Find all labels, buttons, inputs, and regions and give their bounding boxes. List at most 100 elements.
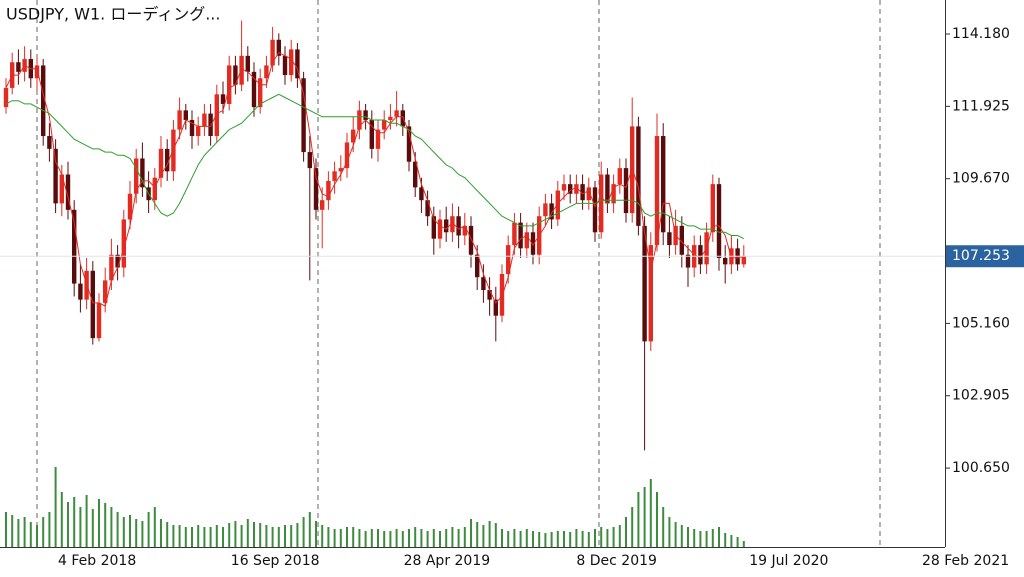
candle-body — [642, 225, 647, 342]
volume-bar — [209, 527, 212, 547]
candle-body — [654, 136, 660, 246]
plot-area — [0, 20, 945, 547]
candle-body — [481, 277, 486, 291]
volume-bar — [395, 529, 398, 547]
candle-body — [307, 152, 312, 169]
volume-bar — [352, 527, 355, 547]
volume-bar — [339, 529, 342, 547]
candle-body — [437, 219, 443, 239]
volume-bar — [178, 525, 181, 547]
candle-body — [394, 110, 399, 117]
candle-body — [611, 184, 616, 204]
candle-body — [177, 110, 182, 130]
candle-body — [369, 119, 374, 149]
volume-bar — [265, 525, 268, 547]
volume-bar — [104, 503, 107, 547]
volume-bar — [73, 497, 76, 547]
moving-average-line — [5, 93, 745, 240]
volume-bar — [618, 525, 621, 547]
volume-bar — [259, 523, 262, 547]
candle-body — [549, 203, 554, 220]
chart-title: USDJPY, W1. ローディング... — [6, 5, 220, 24]
volume-bar — [649, 479, 652, 547]
candle-body — [561, 184, 567, 191]
candle-body — [351, 129, 356, 143]
candle-body — [171, 129, 176, 172]
volume-bar — [470, 519, 472, 547]
volume-bar — [23, 517, 26, 547]
volume-bar — [17, 519, 20, 547]
volume-bar — [271, 527, 274, 547]
candle-body — [109, 254, 114, 281]
volume-bar — [246, 519, 249, 547]
candle-body — [276, 39, 281, 56]
candle-body — [53, 148, 58, 204]
volume-bar — [724, 533, 727, 547]
candle-body — [648, 245, 653, 342]
volume-bar — [525, 529, 528, 547]
volume-bar — [333, 529, 336, 547]
volume-bar — [277, 527, 280, 547]
candle-body — [301, 78, 306, 153]
volume-bar — [426, 531, 429, 547]
volume-bar — [488, 521, 491, 547]
candle-body — [332, 171, 337, 181]
volume-bar — [302, 517, 305, 547]
volume-bar — [631, 507, 634, 547]
volume-bar — [67, 502, 69, 547]
volume-bar — [575, 529, 578, 547]
volume-bar — [29, 522, 32, 547]
candle-body — [121, 219, 126, 268]
candle-body — [382, 119, 387, 130]
candle-body — [543, 203, 548, 217]
candle-body — [220, 94, 226, 104]
volume-bar — [228, 523, 231, 547]
volume-bar — [172, 525, 175, 547]
candle-body — [636, 126, 641, 226]
volume-bar — [581, 531, 584, 547]
candle-body — [90, 270, 95, 339]
volume-bar — [600, 527, 603, 547]
candle-body — [47, 136, 52, 149]
candle-body — [518, 222, 523, 249]
volume-bar — [327, 527, 330, 547]
volume-bar — [54, 467, 57, 547]
volume-bar — [5, 512, 7, 547]
candle-body — [599, 174, 604, 233]
volume-bar — [370, 529, 373, 547]
y-tick-label: 111.925 — [952, 98, 1010, 114]
volume-bar — [98, 499, 100, 547]
volume-bar — [389, 531, 392, 547]
candle-body — [456, 216, 461, 236]
volume-bar — [203, 527, 206, 547]
volume-bar — [556, 531, 559, 547]
candle-body — [723, 257, 728, 265]
candle-body — [189, 119, 195, 137]
volume-bar — [674, 522, 677, 547]
volume-bar — [718, 527, 720, 547]
candle-body — [667, 232, 672, 246]
candle-body — [524, 232, 529, 249]
volume-bar — [457, 529, 460, 547]
candle-body — [419, 187, 424, 201]
candle-body — [78, 283, 83, 300]
volume-bar — [538, 532, 541, 547]
candle-body — [710, 184, 715, 233]
volume-bar — [296, 523, 299, 547]
volume-bar — [197, 525, 200, 547]
volume-bar — [451, 527, 454, 547]
candle-body — [698, 245, 703, 265]
volume-bar — [594, 529, 596, 547]
volume-bar — [315, 521, 317, 547]
volume-bar — [122, 517, 125, 547]
volume-bar — [408, 529, 410, 547]
volume-bar — [656, 492, 658, 547]
candle-body — [134, 158, 139, 194]
volume-bar — [445, 529, 448, 547]
candle-body — [487, 290, 492, 300]
candle-body — [96, 302, 102, 339]
candle-body — [270, 39, 275, 66]
volume-bar — [240, 525, 243, 547]
volume-bar — [687, 527, 689, 547]
